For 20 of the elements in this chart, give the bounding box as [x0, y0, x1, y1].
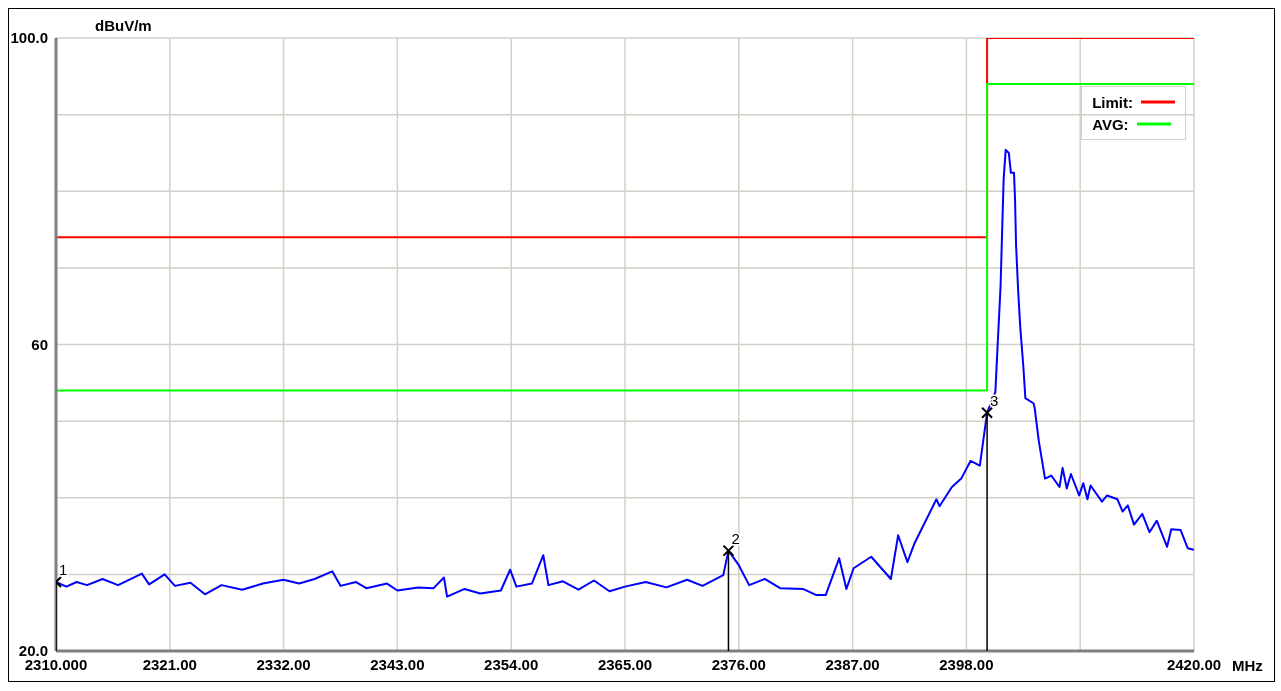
point	[981, 406, 994, 419]
annotation: 2	[731, 529, 740, 547]
x-tick-label: 2420.00	[1166, 655, 1222, 673]
annotation: 1	[59, 561, 68, 579]
y-tick-label: 100.0	[10, 29, 48, 47]
x-tick-label: 2343.00	[370, 655, 425, 673]
x-tick-label: 2332.00	[256, 655, 311, 673]
x-tick-label: 2321.00	[142, 655, 197, 673]
point	[722, 544, 735, 557]
legend-label: AVG:	[1092, 115, 1129, 133]
x-axis-title: MHz	[1232, 657, 1263, 674]
x-tick-label: 2354.00	[484, 655, 539, 673]
x-tick-label: 2387.00	[825, 655, 880, 673]
x-tick-label: 2398.00	[939, 655, 994, 673]
y-tick-label: 60	[31, 335, 48, 353]
legend-label: Limit:	[1092, 93, 1133, 111]
x-tick-label: 2376.00	[711, 655, 766, 673]
x-tick-label: 2365.00	[597, 655, 653, 673]
line-series	[56, 148, 1194, 598]
y-axis-title: dBuV/m	[95, 17, 152, 34]
